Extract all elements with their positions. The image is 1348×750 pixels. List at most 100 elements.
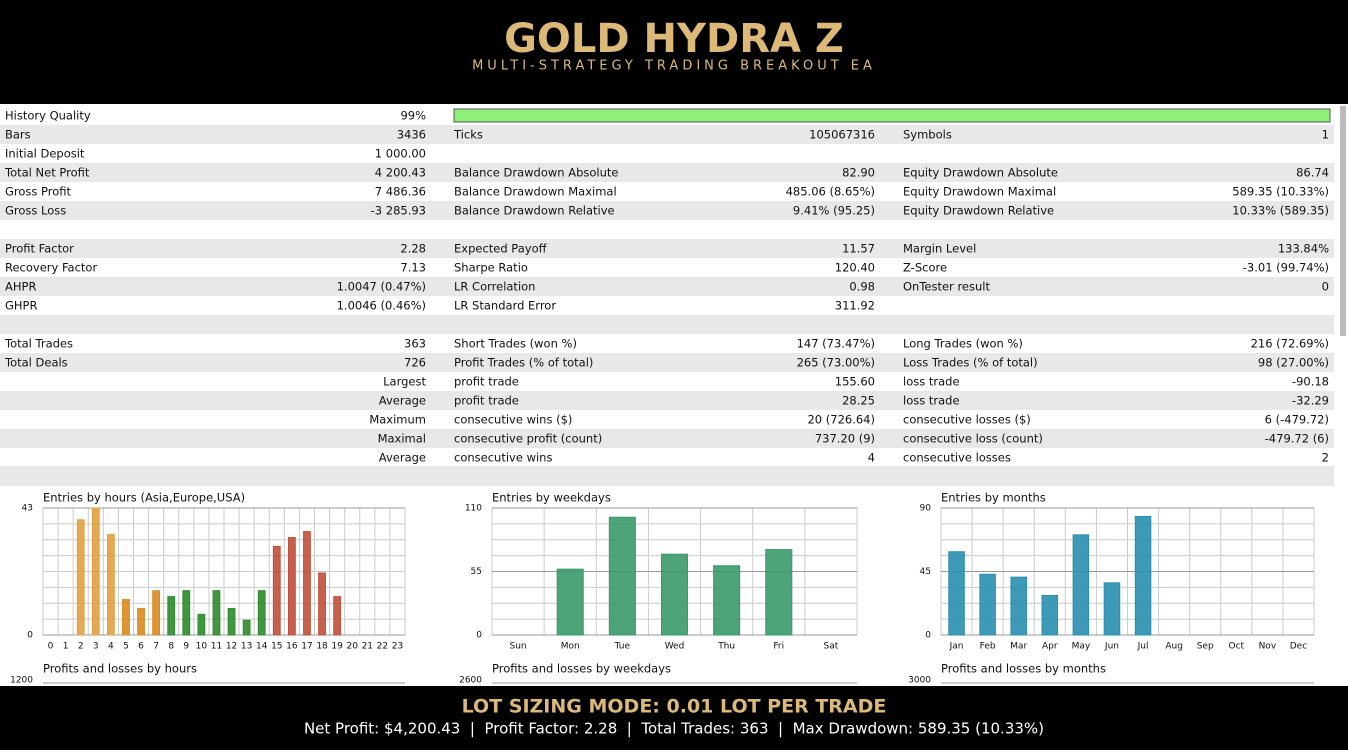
cell: loss trade <box>903 394 960 408</box>
cell: Total Net Profit <box>4 166 90 180</box>
row-bg <box>0 429 1334 448</box>
cell: History Quality <box>5 109 91 123</box>
x-tick-label: 4 <box>108 642 114 652</box>
cell: Profit Trades (% of total) <box>454 356 593 370</box>
x-tick-label: 17 <box>301 642 312 652</box>
cell: profit trade <box>454 394 519 408</box>
chart-title: Entries by hours (Asia,Europe,USA) <box>43 491 245 505</box>
cell: 147 (73.47%) <box>797 337 875 351</box>
x-tick-label: 2 <box>78 642 84 652</box>
cell: Bars <box>5 128 31 142</box>
x-tick-label: 23 <box>392 642 403 652</box>
bar <box>272 545 281 636</box>
cell: Short Trades (won %) <box>454 337 577 351</box>
cell: Ticks <box>453 128 483 142</box>
bar <box>137 607 145 636</box>
cell: 7 486.36 <box>375 185 426 199</box>
cell: 0 <box>1322 280 1329 294</box>
x-tick-label: May <box>1072 642 1091 652</box>
x-tick-label: Aug <box>1165 642 1183 652</box>
scrollbar[interactable] <box>1340 106 1346 336</box>
x-tick-label: Apr <box>1042 642 1058 652</box>
x-tick-label: 0 <box>48 642 54 652</box>
cell: LR Standard Error <box>454 299 556 313</box>
bar <box>1072 534 1090 636</box>
x-tick-label: 8 <box>168 642 174 652</box>
cell: 2.28 <box>400 242 426 256</box>
bar <box>257 590 266 636</box>
x-tick-label: Nov <box>1259 642 1277 652</box>
bar <box>182 590 191 636</box>
cell: 98 (27.00%) <box>1258 356 1329 370</box>
bar <box>660 553 689 636</box>
x-tick-label: Fri <box>773 642 784 652</box>
cell: Largest <box>383 375 426 389</box>
cell: Maximum <box>369 413 426 427</box>
bar <box>287 537 296 636</box>
x-tick-label: Mar <box>1010 642 1027 652</box>
bar <box>91 507 100 636</box>
bar <box>242 619 251 636</box>
y-tick-label: 55 <box>471 567 482 577</box>
cell: 3436 <box>397 128 426 142</box>
cell: -32.29 <box>1292 394 1329 408</box>
bar <box>1010 576 1027 636</box>
bar <box>556 568 584 636</box>
bar <box>948 551 965 636</box>
cell: Margin Level <box>903 242 976 256</box>
cell: AHPR <box>5 280 36 294</box>
cell: 99% <box>400 109 426 123</box>
cell: profit trade <box>454 375 519 389</box>
x-tick-label: Sep <box>1197 642 1214 652</box>
y-tick-label: 110 <box>465 504 482 514</box>
y-tick-label: 0 <box>476 631 482 641</box>
cell: 2 <box>1322 451 1329 465</box>
cell: 737.20 (9) <box>815 432 875 446</box>
bar <box>1103 582 1121 636</box>
cell: Gross Loss <box>5 204 66 218</box>
y-tick-label: 43 <box>22 504 33 514</box>
cell: GHPR <box>5 299 37 313</box>
x-tick-label: Thu <box>717 642 735 652</box>
x-tick-label: Oct <box>1229 642 1245 652</box>
cell: -3.01 (99.74%) <box>1243 261 1329 275</box>
cell: 1.0047 (0.47%) <box>337 280 426 294</box>
x-tick-label: 12 <box>226 642 237 652</box>
bar <box>197 613 206 636</box>
cell: 82.90 <box>842 166 875 180</box>
x-tick-label: Sat <box>824 642 839 652</box>
cell: LR Correlation <box>454 280 535 294</box>
cell: 86.74 <box>1296 166 1329 180</box>
subtitle: MULTI-STRATEGY TRADING BREAKOUT EA <box>472 59 876 74</box>
bar <box>608 516 636 636</box>
x-tick-label: Jan <box>949 642 964 652</box>
chart-title: Profits and losses by months <box>941 662 1106 676</box>
cell: 0.98 <box>849 280 875 294</box>
cell: Sharpe Ratio <box>454 261 528 275</box>
chart-title: Profits and losses by hours <box>43 662 197 676</box>
chart-title: Entries by months <box>941 491 1046 505</box>
cell: Maximal <box>378 432 426 446</box>
x-tick-label: Jun <box>1104 642 1119 652</box>
row-bg <box>0 391 1334 410</box>
lot-mode: LOT SIZING MODE: 0.01 LOT PER TRADE <box>462 696 887 718</box>
row-bg <box>0 163 1334 182</box>
cell: 4 200.43 <box>375 166 426 180</box>
x-tick-label: 7 <box>153 642 159 652</box>
y-tick-label: 2600 <box>459 676 482 686</box>
cell: 133.84% <box>1278 242 1329 256</box>
x-tick-label: Dec <box>1290 642 1307 652</box>
bar <box>333 596 342 636</box>
bar <box>1041 594 1059 636</box>
cell: -3 285.93 <box>371 204 426 218</box>
x-tick-label: Sun <box>510 642 527 652</box>
cell: 265 (73.00%) <box>797 356 875 370</box>
bar <box>152 590 161 636</box>
cell: consecutive loss (count) <box>903 432 1043 446</box>
cell: Z-Score <box>903 261 947 275</box>
x-tick-label: 20 <box>346 642 358 652</box>
cell: Recovery Factor <box>5 261 97 275</box>
y-tick-label: 3000 <box>908 676 931 686</box>
row-spacer <box>0 466 1334 486</box>
